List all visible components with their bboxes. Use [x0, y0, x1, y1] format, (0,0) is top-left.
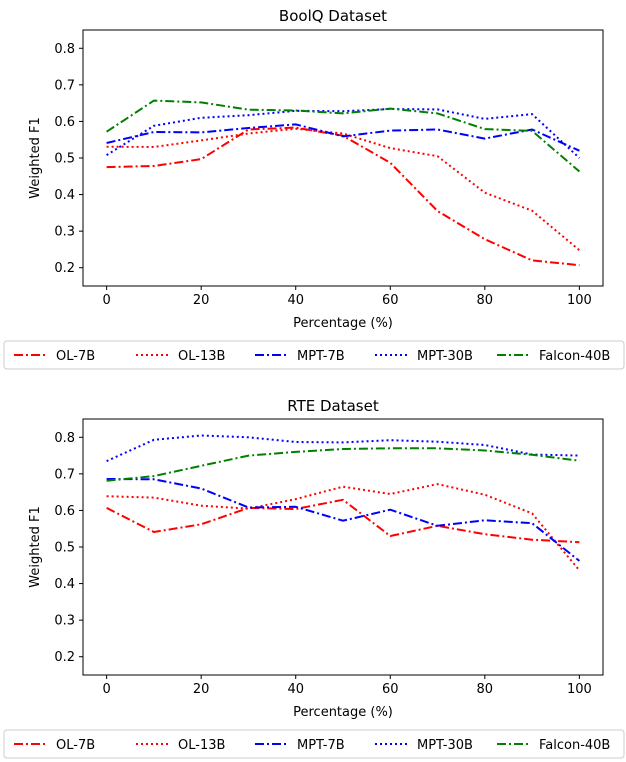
y-tick-label: 0.2	[54, 650, 75, 665]
series-line-ol-7b	[106, 126, 580, 267]
legend-entry-mpt-30b: MPT-30B	[375, 738, 473, 753]
chart-title: RTE Dataset	[287, 397, 379, 415]
x-axis-label: Percentage (%)	[293, 705, 393, 720]
series-line-ol-7b	[106, 498, 580, 544]
y-tick-label: 0.4	[54, 577, 75, 592]
plot-frame	[82, 418, 604, 676]
legend-label: MPT-7B	[297, 349, 345, 364]
legend-entry-ol-7b: OL-7B	[14, 349, 95, 364]
series-line-falcon-40b	[106, 447, 580, 482]
y-tick-label: 0.2	[54, 261, 75, 276]
legend-entry-ol-13b: OL-13B	[136, 738, 225, 753]
y-tick-label: 0.4	[54, 188, 75, 203]
x-tick-label: 80	[477, 293, 494, 308]
y-tick-label: 0.6	[54, 504, 75, 519]
panel-boolq: BoolQ Dataset Weighted F1 Percentage (%)…	[3, 7, 625, 370]
plot-frame	[82, 29, 604, 287]
series-line-ol-13b	[106, 483, 581, 572]
x-tick-label: 60	[382, 293, 399, 308]
x-axis-label: Percentage (%)	[293, 316, 393, 331]
chart-title: BoolQ Dataset	[279, 7, 387, 25]
y-tick-label: 0.7	[54, 78, 75, 93]
legend-entry-mpt-7b: MPT-7B	[255, 738, 345, 753]
x-tick-label: 40	[287, 682, 304, 697]
legend-label: OL-7B	[56, 349, 95, 364]
x-tick-label: 0	[102, 682, 110, 697]
legend-label: Falcon-40B	[539, 738, 610, 753]
legend-entry-falcon-40b: Falcon-40B	[497, 349, 610, 364]
legend-entry-falcon-40b: Falcon-40B	[497, 738, 610, 753]
y-tick-label: 0.8	[54, 42, 75, 57]
series-line-mpt-7b	[106, 478, 581, 562]
y-tick-label: 0.7	[54, 467, 75, 482]
series-line-falcon-40b	[106, 99, 581, 173]
legend-entry-mpt-30b: MPT-30B	[375, 349, 473, 364]
x-tick-label: 0	[102, 293, 110, 308]
legend-label: OL-13B	[178, 738, 225, 753]
legend-label: OL-7B	[56, 738, 95, 753]
x-tick-label: 80	[477, 682, 494, 697]
series-line-ol-13b	[106, 127, 581, 251]
legend: OL-7B OL-13B MPT-7B MPT-30B Falcon-40B	[3, 340, 625, 370]
y-tick-label: 0.8	[54, 431, 75, 446]
series-line-mpt-30b	[106, 108, 581, 159]
y-tick-label: 0.5	[54, 541, 75, 556]
x-tick-label: 20	[193, 293, 210, 308]
panel-rte: RTE Dataset Weighted F1 Percentage (%) 0…	[3, 397, 625, 759]
tick-group: 0 20 40 60 80 100 0.2 0.3 0.4 0.5 0.6 0.7 0.8	[54, 42, 591, 308]
y-axis-label: Weighted F1	[28, 117, 43, 198]
legend-label: MPT-7B	[297, 738, 345, 753]
x-tick-label: 20	[193, 682, 210, 697]
legend-label: OL-13B	[178, 349, 225, 364]
legend-entry-ol-13b: OL-13B	[136, 349, 225, 364]
x-tick-label: 100	[567, 682, 592, 697]
legend-entry-ol-7b: OL-7B	[14, 738, 95, 753]
x-tick-label: 100	[567, 293, 592, 308]
x-tick-label: 40	[287, 293, 304, 308]
series-line-mpt-30b	[106, 434, 580, 463]
y-tick-label: 0.3	[54, 614, 75, 629]
series-group	[106, 434, 581, 572]
y-tick-label: 0.3	[54, 225, 75, 240]
legend-box	[3, 729, 625, 759]
y-axis-label: Weighted F1	[28, 506, 43, 587]
x-tick-label: 60	[382, 682, 399, 697]
legend-entry-mpt-7b: MPT-7B	[255, 349, 345, 364]
y-tick-label: 0.5	[54, 152, 75, 167]
tick-group: 0 20 40 60 80 100 0.2 0.3 0.4 0.5 0.6 0.7 0.8	[54, 431, 591, 697]
series-line-mpt-7b	[106, 123, 580, 152]
legend-label: MPT-30B	[417, 738, 473, 753]
legend-box	[3, 340, 625, 370]
legend: OL-7B OL-13B MPT-7B MPT-30B Falcon-40B	[3, 729, 625, 759]
y-tick-label: 0.6	[54, 115, 75, 130]
series-group	[106, 99, 581, 267]
legend-label: MPT-30B	[417, 349, 473, 364]
legend-label: Falcon-40B	[539, 349, 610, 364]
